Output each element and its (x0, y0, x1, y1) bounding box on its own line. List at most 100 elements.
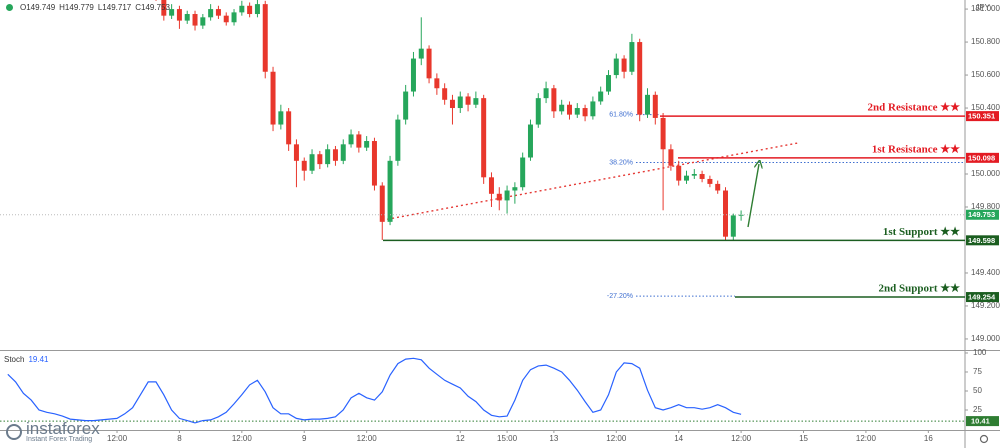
watermark: instaforex Instant Forex Trading (6, 419, 100, 443)
candle-body (184, 14, 190, 21)
y-tick-label: 149.000 (971, 334, 1000, 343)
status-dot (6, 4, 13, 11)
watermark-brand: instaforex (26, 419, 100, 438)
x-tick-label: 12:00 (357, 434, 378, 443)
level-name: 1st Support ★★ (883, 226, 960, 238)
candle-body (637, 42, 643, 115)
level-name: 2nd Support ★★ (879, 283, 961, 295)
candle-body (683, 175, 689, 181)
candle-body (176, 9, 182, 21)
candle-body (325, 149, 331, 165)
legend-high: H149.779 (59, 3, 94, 12)
candle-body (574, 108, 580, 115)
x-tick-label: 12:00 (107, 434, 128, 443)
fib-label: 38.20% (609, 159, 633, 166)
level-name: 1st Resistance ★★ (872, 143, 960, 155)
candle-body (332, 149, 338, 161)
candle-body (668, 149, 674, 166)
x-tick-label: 12:00 (606, 434, 627, 443)
main-pane: 61.80% 38.20% -27.20% (0, 0, 965, 300)
candle-body (317, 154, 323, 165)
candle-body (644, 94, 650, 115)
x-tick-label: 12:00 (856, 434, 877, 443)
level-value: 150.098 (968, 153, 995, 162)
level-value: 149.254 (968, 293, 996, 302)
candle-body (340, 144, 346, 161)
candle-body (403, 91, 409, 120)
candle-body (527, 124, 533, 158)
candle-body (364, 141, 370, 148)
y-tick-label: 149.400 (971, 268, 1000, 277)
candle-body (410, 58, 416, 92)
stoch-level-label: 10.41 (971, 417, 990, 426)
stoch-tick-label: 100 (973, 348, 987, 357)
candle-body (192, 14, 198, 26)
x-tick-label: 15:00 (497, 434, 518, 443)
candle-body (535, 98, 541, 125)
legend-open: O149.749 (20, 3, 56, 12)
projection-arrow (747, 164, 759, 228)
candle-body (559, 104, 565, 112)
candle-body (247, 5, 253, 15)
candle-body (605, 75, 611, 92)
candle-body (730, 215, 736, 237)
currency-label: JPY (975, 3, 990, 12)
candle-body (465, 96, 471, 105)
watermark-text: instaforex Instant Forex Trading (26, 419, 100, 443)
watermark-tagline: Instant Forex Trading (26, 436, 93, 443)
y-tick-label: 150.000 (971, 169, 1000, 178)
settings-icon[interactable] (979, 434, 989, 444)
x-tick-label: 12 (456, 434, 465, 443)
ohlc-legend: O149.749 H149.779 L149.717 C149.753 (6, 3, 170, 12)
level-value: 149.598 (968, 236, 995, 245)
candle-body (426, 48, 432, 79)
level-box (966, 235, 999, 246)
y-tick-label: 149.200 (971, 301, 1000, 310)
candle-body (582, 108, 588, 117)
level-value: 150.351 (968, 112, 995, 121)
trendline (382, 141, 800, 221)
x-tick-label: 14 (674, 434, 683, 443)
candle-body (481, 98, 487, 178)
candle-body (356, 134, 362, 148)
y-tick-label: 150.800 (971, 37, 1000, 46)
candle-body (208, 9, 214, 18)
x-tick-label: 9 (302, 434, 307, 443)
candle-body (387, 160, 393, 222)
candle-body (239, 5, 245, 13)
candle-body (512, 187, 518, 191)
stoch-value: 19.41 (28, 355, 49, 364)
candle-body (488, 177, 494, 194)
candle-body (723, 190, 729, 237)
candle-body (254, 4, 260, 15)
stoch-pane (0, 357, 965, 424)
candle-body (449, 99, 455, 109)
candle-body (231, 12, 237, 23)
candle-body (169, 9, 175, 16)
candle-body (699, 174, 705, 179)
stoch-legend: Stoch 19.41 (4, 355, 49, 364)
settings-gear[interactable] (979, 434, 989, 444)
candle-body (496, 193, 502, 201)
level-box (966, 111, 999, 122)
candle-body (676, 165, 682, 181)
stoch-name: Stoch (4, 355, 25, 364)
candle-body (473, 98, 479, 105)
candle-body (598, 91, 604, 102)
candle-body (215, 9, 221, 16)
candle-body (715, 183, 721, 191)
candle-body (348, 134, 354, 145)
y-tick-label: 151.000 (971, 4, 1000, 13)
stoch-tick-label: 75 (973, 367, 982, 376)
x-tick-label: 13 (549, 434, 558, 443)
legend-close: C149.753 (135, 3, 170, 12)
candle-body (379, 185, 385, 222)
candle-body (590, 101, 596, 117)
fib-label: -27.20% (607, 293, 633, 300)
candle-body (520, 157, 526, 188)
level-box (966, 152, 999, 163)
candle-body (286, 111, 292, 145)
level-box (966, 292, 999, 303)
